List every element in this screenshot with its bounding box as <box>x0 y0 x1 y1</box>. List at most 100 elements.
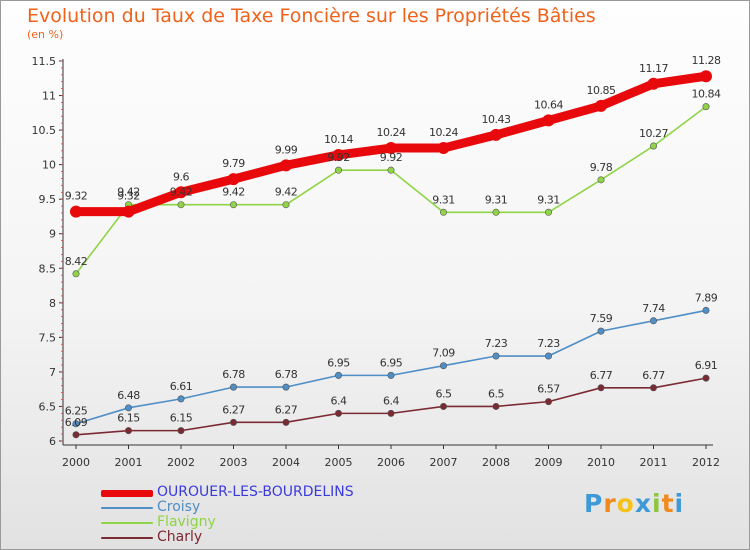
data-point <box>72 431 80 439</box>
data-label: 10.84 <box>692 88 721 101</box>
x-tick-label: 2005 <box>325 456 353 469</box>
y-tick-label: 6.5 <box>39 400 57 413</box>
data-point <box>230 383 238 391</box>
data-point <box>230 201 238 209</box>
data-label: 6.4 <box>383 394 399 407</box>
data-point <box>649 384 657 392</box>
data-point <box>282 383 290 391</box>
data-label: 9.79 <box>222 157 245 170</box>
data-point <box>542 114 555 127</box>
y-tick-label: 7.5 <box>39 331 57 344</box>
data-label: 7.23 <box>537 337 560 350</box>
data-label: 9.42 <box>117 186 140 199</box>
y-tick-label: 8.5 <box>39 262 57 275</box>
data-point <box>492 402 500 410</box>
data-label: 6.5 <box>436 387 452 400</box>
data-label: 9.78 <box>590 161 613 174</box>
data-label: 10.64 <box>534 98 563 111</box>
legend-label: Charly <box>157 529 203 545</box>
y-tick-label: 10 <box>42 159 56 172</box>
logo-letter: r <box>603 489 617 518</box>
data-label: 6.78 <box>222 368 245 381</box>
data-label: 6.09 <box>65 416 88 429</box>
data-label: 7.89 <box>695 291 718 304</box>
y-tick-label: 9.5 <box>39 193 57 206</box>
data-point <box>175 186 187 199</box>
data-point <box>544 398 552 406</box>
data-label: 6.4 <box>331 394 347 407</box>
data-point <box>282 201 290 209</box>
data-point <box>649 317 657 325</box>
data-point <box>544 352 552 360</box>
data-point <box>702 374 710 382</box>
data-label: 6.27 <box>222 403 245 416</box>
data-label: 6.91 <box>695 359 718 372</box>
data-label: 7.09 <box>432 347 455 360</box>
data-point <box>439 208 447 216</box>
data-label: 9.42 <box>222 186 245 199</box>
data-point <box>177 427 185 435</box>
data-point <box>385 142 397 155</box>
x-tick-label: 2007 <box>430 456 458 469</box>
data-label: 6.15 <box>170 412 193 425</box>
x-tick-label: 2008 <box>482 456 510 469</box>
data-label: 10.27 <box>639 127 668 140</box>
data-label: 9.32 <box>65 190 88 203</box>
data-point <box>387 371 395 379</box>
data-point <box>492 352 500 360</box>
data-point <box>647 77 660 90</box>
data-point <box>280 159 292 172</box>
data-label: 11.28 <box>692 54 721 67</box>
x-tick-label: 2006 <box>377 456 405 469</box>
legend-swatch <box>101 507 153 509</box>
data-point <box>227 173 240 186</box>
y-tick-label: 9 <box>49 228 56 241</box>
data-point <box>702 103 710 111</box>
data-label: 9.42 <box>170 186 193 199</box>
data-point <box>387 409 395 417</box>
data-point <box>702 306 710 314</box>
data-point <box>334 371 342 379</box>
x-tick-label: 2004 <box>272 456 300 469</box>
data-point <box>282 418 290 426</box>
unit-label: (en %) <box>27 28 64 41</box>
data-point <box>122 205 135 218</box>
data-label: 6.61 <box>170 380 193 393</box>
x-tick-label: 2003 <box>220 456 248 469</box>
data-label: 6.95 <box>380 356 403 369</box>
data-label: 6.77 <box>590 369 613 382</box>
logo-letter: i <box>652 489 662 518</box>
data-label: 7.23 <box>485 337 508 350</box>
logo-letter: t <box>661 489 675 518</box>
y-tick-label: 8 <box>49 297 56 310</box>
data-label: 6.77 <box>642 369 665 382</box>
logo-letter: x <box>634 489 652 518</box>
data-point <box>544 208 552 216</box>
logo-letter: P <box>584 489 604 518</box>
data-label: 7.59 <box>590 312 613 325</box>
data-point <box>387 166 395 174</box>
y-tick-label: 6 <box>49 435 56 448</box>
data-point <box>72 420 80 428</box>
y-tick-label: 11 <box>42 90 56 103</box>
data-point <box>334 166 342 174</box>
x-tick-label: 2001 <box>115 456 143 469</box>
data-point <box>700 70 712 83</box>
legend-swatch <box>101 537 153 539</box>
data-label: 9.42 <box>275 186 298 199</box>
legend-label: Croisy <box>157 499 201 515</box>
data-label: 10.24 <box>429 126 458 139</box>
x-tick-label: 2010 <box>587 456 615 469</box>
data-point <box>597 384 605 392</box>
data-label: 8.42 <box>65 255 88 268</box>
data-label: 6.27 <box>275 403 298 416</box>
x-tick-label: 2011 <box>640 456 668 469</box>
data-point <box>439 402 447 410</box>
data-label: 9.6 <box>173 170 189 183</box>
data-label: 9.32 <box>117 190 140 203</box>
chart-title: Evolution du Taux de Taxe Foncière sur l… <box>27 5 596 27</box>
data-point <box>230 418 238 426</box>
data-label: 9.31 <box>485 193 508 206</box>
